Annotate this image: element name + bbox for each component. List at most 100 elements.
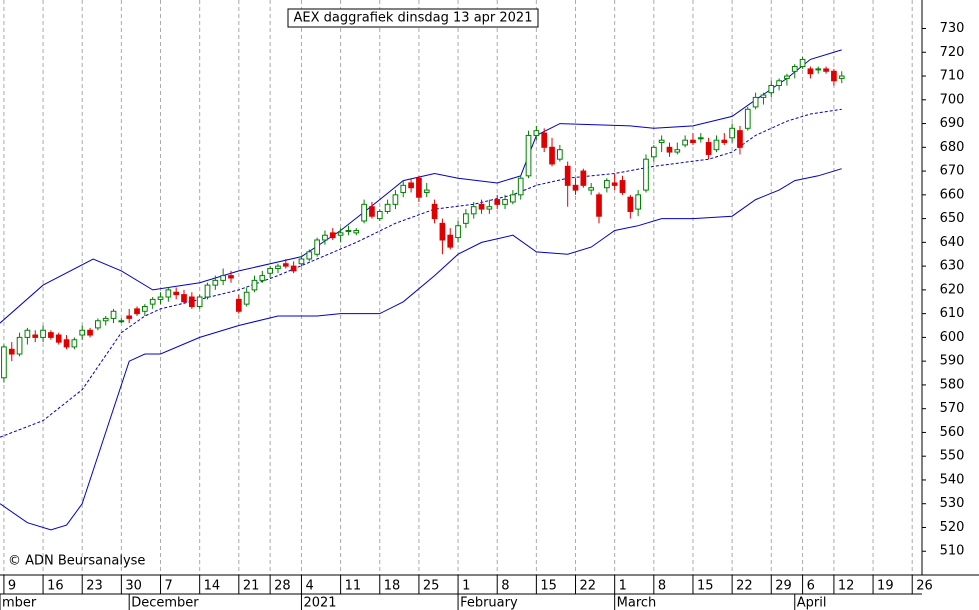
x-tick-label: 4 (305, 579, 313, 594)
y-tick-label: 730 (940, 21, 965, 36)
y-tick-label: 700 (940, 92, 965, 107)
candle-body (259, 275, 266, 281)
candle-body (40, 329, 46, 338)
candle-body (149, 298, 156, 305)
candle-body (408, 182, 414, 189)
candle-body (784, 75, 790, 79)
candle-body (650, 146, 657, 158)
x-tick-label: 21 (243, 579, 260, 594)
candle-body (306, 251, 313, 260)
candle-body (619, 180, 626, 193)
candle-body (173, 291, 180, 296)
y-tick-label: 560 (940, 425, 965, 440)
candle-body (275, 265, 281, 269)
candle-body (510, 194, 516, 203)
x-tick-label: 1 (462, 579, 470, 594)
candle-body (345, 229, 352, 232)
x-tick-label: 22 (580, 579, 597, 594)
candle-body (627, 196, 634, 212)
candle-body (533, 130, 540, 136)
candle-body (588, 187, 595, 191)
month-label: mber (2, 596, 37, 610)
y-tick-label: 530 (940, 496, 965, 511)
candle-body (705, 142, 712, 155)
candle-body (744, 108, 751, 129)
x-tick-label: 9 (8, 579, 16, 594)
candle-body (384, 203, 391, 212)
candle-body (95, 320, 101, 329)
x-tick-label: 25 (423, 579, 440, 594)
candle-body (697, 137, 704, 140)
x-tick-label: 7 (165, 579, 173, 594)
x-tick-label: 6 (807, 579, 815, 594)
candle-body (282, 263, 289, 267)
candle-body (361, 203, 367, 222)
x-tick-label: 15 (540, 579, 557, 594)
y-tick-label: 550 (940, 449, 965, 464)
y-tick-label: 720 (940, 45, 965, 60)
candle-body (165, 289, 172, 298)
candle-body (134, 308, 140, 315)
candle-body (110, 310, 117, 319)
candle-body (643, 158, 649, 191)
candle-body (486, 206, 493, 210)
y-tick-label: 590 (940, 354, 965, 369)
x-tick-label: 11 (345, 579, 362, 594)
candle-body (455, 225, 461, 239)
month-label: April (797, 596, 827, 610)
candle-body (157, 296, 164, 300)
month-label: December (131, 596, 199, 610)
band-line (0, 168, 842, 531)
grid (3, 0, 913, 575)
y-tick-label: 520 (940, 520, 965, 535)
candle-body (298, 258, 305, 265)
candle-body (752, 96, 759, 108)
candle-body (737, 130, 743, 148)
candle-body (71, 339, 78, 348)
candle-body (228, 275, 234, 279)
candle-body (564, 165, 571, 186)
candle-body (322, 234, 328, 241)
candle-body (55, 334, 62, 343)
band-line (0, 49, 842, 324)
x-tick-label: 8 (501, 579, 509, 594)
y-tick-label: 660 (940, 187, 965, 202)
candle-body (196, 296, 203, 308)
candle-body (760, 94, 767, 98)
bands (0, 49, 842, 531)
candle-body (188, 296, 195, 308)
x-tick-label: 1 (619, 579, 627, 594)
candle-body (666, 146, 673, 153)
candle-body (494, 199, 501, 205)
candle-body (392, 194, 399, 205)
candle-body (572, 184, 579, 191)
candle-body (721, 139, 728, 144)
candle-body (580, 170, 587, 186)
x-tick-label: 23 (86, 579, 103, 594)
candle-body (126, 315, 133, 319)
candle-body (353, 229, 360, 234)
band-line (0, 108, 842, 438)
y-tick-label: 510 (940, 544, 965, 559)
candle-body (24, 329, 31, 338)
x-tick-label: 28 (274, 579, 291, 594)
candle-body (729, 127, 735, 139)
month-label: 2021 (303, 596, 336, 610)
candle-body (799, 58, 806, 68)
candle-body (181, 294, 187, 303)
candle-body (48, 332, 54, 338)
candle-body (220, 275, 227, 281)
y-tick-label: 710 (940, 69, 965, 84)
candle-body (776, 80, 782, 87)
candle-body (823, 68, 829, 72)
candle-body (439, 222, 446, 241)
x-tick-label: 18 (384, 579, 401, 594)
candle-body (682, 139, 688, 146)
candle-body (87, 329, 93, 336)
x-tick-label: 26 (916, 579, 933, 594)
candle-body (235, 298, 242, 312)
y-tick-label: 680 (940, 140, 965, 155)
y-tick-label: 580 (940, 377, 965, 392)
candles (1, 57, 845, 383)
